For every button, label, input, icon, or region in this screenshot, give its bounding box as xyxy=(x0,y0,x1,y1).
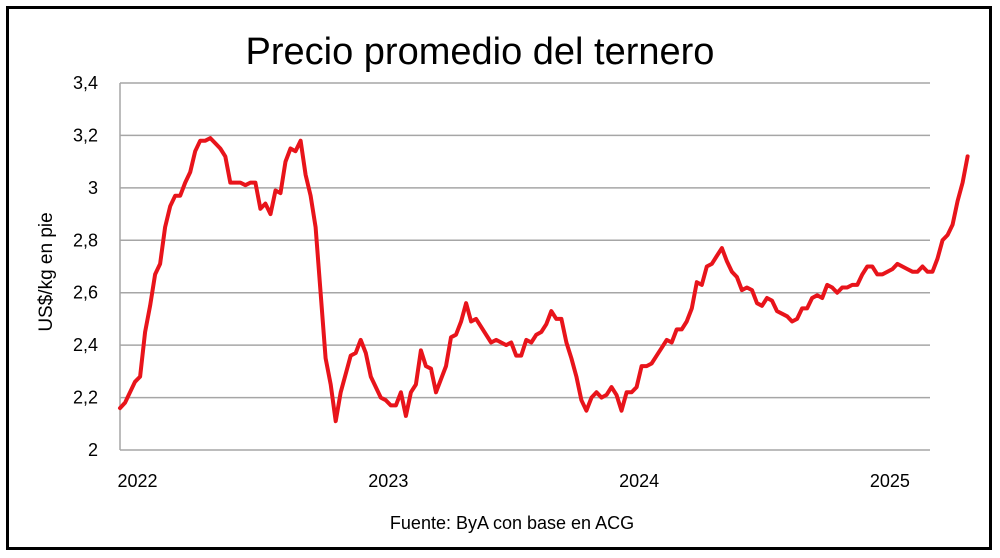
x-tick-label: 2025 xyxy=(870,471,910,491)
series-line xyxy=(118,136,970,424)
y-axis-label: US$/kg en pie xyxy=(36,212,57,331)
y-tick-label: 2,8 xyxy=(73,230,98,250)
x-tick-label: 2024 xyxy=(619,471,659,491)
x-axis-ticks: 2022 2023 2024 2025 xyxy=(118,471,910,491)
x-tick-label: 2023 xyxy=(368,471,408,491)
gridlines xyxy=(119,82,930,451)
chart-frame xyxy=(6,6,992,550)
y-tick-label: 2 xyxy=(88,440,98,460)
y-tick-label: 2,4 xyxy=(73,335,98,355)
chart-title: Precio promedio del ternero xyxy=(246,31,715,73)
y-axis-ticks: 2 2,2 2,4 2,6 2,8 3 3,2 3,4 xyxy=(73,73,98,460)
y-tick-label: 3 xyxy=(88,178,98,198)
y-tick-label: 2,6 xyxy=(73,283,98,303)
y-tick-label: 2,2 xyxy=(73,388,98,408)
x-tick-label: 2022 xyxy=(118,471,158,491)
y-tick-label: 3,4 xyxy=(73,73,98,93)
source-note: Fuente: ByA con base en ACG xyxy=(390,513,634,533)
y-tick-label: 3,2 xyxy=(73,125,98,145)
series-group xyxy=(118,136,970,424)
